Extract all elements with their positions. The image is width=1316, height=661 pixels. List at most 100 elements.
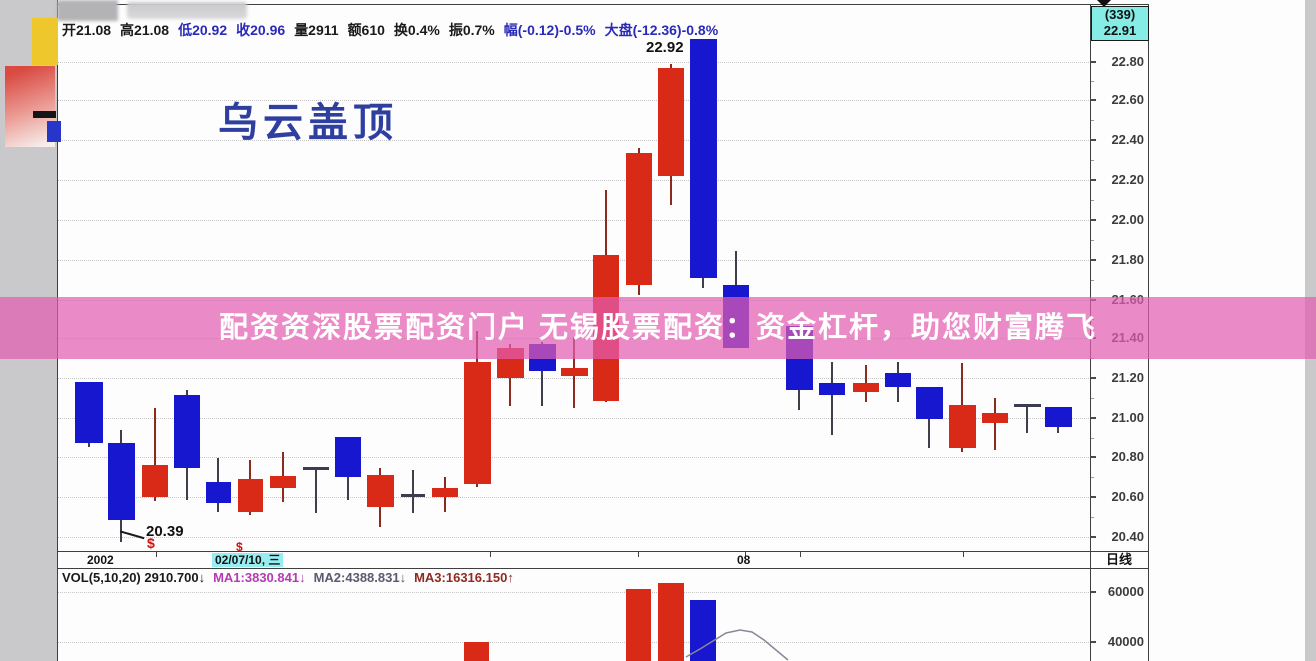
price-tick-label: 22.20: [1111, 172, 1144, 187]
candle-body: [367, 475, 394, 507]
volume-panel[interactable]: [58, 569, 1089, 661]
quote-header-bar: 开21.08 高21.08 低20.92 收20.96 量2911 额610 换0.4% 振0…: [62, 21, 727, 39]
candle-body: [885, 373, 911, 387]
low-price-annotation: 20.39: [146, 523, 184, 540]
date-label: 08: [737, 553, 751, 567]
price-gridline: [58, 62, 1089, 63]
logo-red-block: [5, 66, 55, 147]
quote-header-segment: 收20.96: [236, 22, 286, 38]
price-tick-label: 22.60: [1111, 92, 1144, 107]
blurred-watermark-left: [57, 0, 118, 21]
logo-yellow-block: [32, 18, 58, 65]
candle-wick: [994, 398, 996, 450]
pattern-annotation: 乌云盖顶: [218, 99, 398, 146]
price-tick-label: 20.40: [1111, 529, 1144, 544]
price-minor-tick: [1090, 438, 1094, 439]
candle-body: [238, 479, 263, 512]
volume-tick-label: 60000: [1107, 584, 1144, 599]
border-volume-top: [57, 568, 1149, 569]
price-tick: [1090, 536, 1096, 538]
doji-bar: [401, 494, 425, 497]
date-tick: [638, 552, 639, 557]
price-minor-tick: [1090, 398, 1094, 399]
price-gridline: [58, 140, 1089, 141]
promo-banner-text: 配资资深股票配资门户 无锡股票配资：资金杠杆，助您财富腾飞: [218, 312, 1098, 344]
price-tick: [1090, 377, 1096, 379]
candle-body: [432, 488, 458, 497]
price-minor-tick: [1090, 160, 1094, 161]
price-gridline: [58, 220, 1089, 221]
period-selector[interactable]: 日线: [1091, 553, 1147, 567]
date-tick: [156, 552, 157, 557]
volume-indicator-segment: VOL(5,10,20) 2910.700↓: [62, 570, 206, 585]
logo-black-bar: [33, 111, 56, 118]
candle-body: [206, 482, 231, 503]
price-minor-tick: [1090, 200, 1094, 201]
volume-gridline: [58, 642, 1089, 643]
price-gridline: [58, 537, 1089, 538]
candle-body: [335, 437, 361, 477]
volume-bar: [626, 589, 651, 661]
price-tick-label: 22.80: [1111, 54, 1144, 69]
price-minor-tick: [1090, 81, 1094, 82]
date-tick: [490, 552, 491, 557]
date-tick: [963, 552, 964, 557]
candle-body: [464, 362, 491, 484]
candle-body: [108, 443, 135, 520]
price-tick: [1090, 219, 1096, 221]
blurred-watermark-right: [127, 2, 247, 19]
price-tick-label: 20.60: [1111, 489, 1144, 504]
candle-body: [270, 476, 296, 488]
doji-bar: [303, 467, 329, 470]
price-gridline: [58, 180, 1089, 181]
candle-body: [142, 465, 168, 497]
plot-area[interactable]: [58, 5, 1089, 551]
volume-gridline: [58, 592, 1089, 593]
price-gridline: [58, 100, 1089, 101]
doji-bar: [1014, 404, 1041, 407]
price-gridline: [58, 260, 1089, 261]
date-tick: [800, 552, 801, 557]
axis-cursor-triangle-icon: [1097, 0, 1111, 7]
quote-header-segment: 大盘(-12.36)-0.8%: [604, 22, 719, 38]
price-gridline: [58, 497, 1089, 498]
price-tick: [1090, 139, 1096, 141]
candle-wick: [1026, 404, 1028, 433]
logo-blue-block: [47, 121, 61, 142]
volume-bar: [658, 583, 684, 661]
price-tick-label: 22.00: [1111, 212, 1144, 227]
price-tick-label: 22.40: [1111, 132, 1144, 147]
cursor-price-box-line1: (339): [1104, 7, 1136, 22]
volume-indicator-segment: MA1:3830.841↓: [213, 570, 306, 585]
candle-body: [853, 383, 879, 392]
quote-header-segment: 开21.08: [62, 22, 112, 38]
promo-banner: 配资资深股票配资门户 无锡股票配资：资金杠杆，助您财富腾飞: [0, 297, 1316, 359]
volume-indicator-segment: MA2:4388.831↓: [313, 570, 407, 585]
price-tick: [1090, 99, 1096, 101]
price-minor-tick: [1090, 477, 1094, 478]
quote-header-segment: 换0.4%: [393, 22, 440, 38]
candle-body: [916, 387, 943, 419]
candle-body: [949, 405, 976, 448]
candle-wick: [541, 342, 543, 406]
price-gridline: [58, 418, 1089, 419]
cursor-price-box-line2: 22.91: [1103, 23, 1137, 38]
candle-body: [819, 383, 845, 395]
price-tick: [1090, 417, 1096, 419]
date-label: 02/07/10, 三: [212, 553, 284, 567]
candle-body: [1045, 407, 1072, 427]
price-tick-label: 21.00: [1111, 410, 1144, 425]
candle-body: [690, 39, 717, 278]
volume-tick-label: 40000: [1107, 634, 1144, 649]
candle-body: [174, 395, 200, 468]
candle-body: [75, 382, 103, 443]
border-top: [57, 4, 1149, 5]
price-tick: [1090, 61, 1096, 63]
candle-body: [626, 153, 652, 285]
price-tick-label: 21.20: [1111, 370, 1144, 385]
dollar-marker-icon: $: [147, 535, 155, 551]
price-tick: [1090, 179, 1096, 181]
price-tick-label: 21.80: [1111, 252, 1144, 267]
